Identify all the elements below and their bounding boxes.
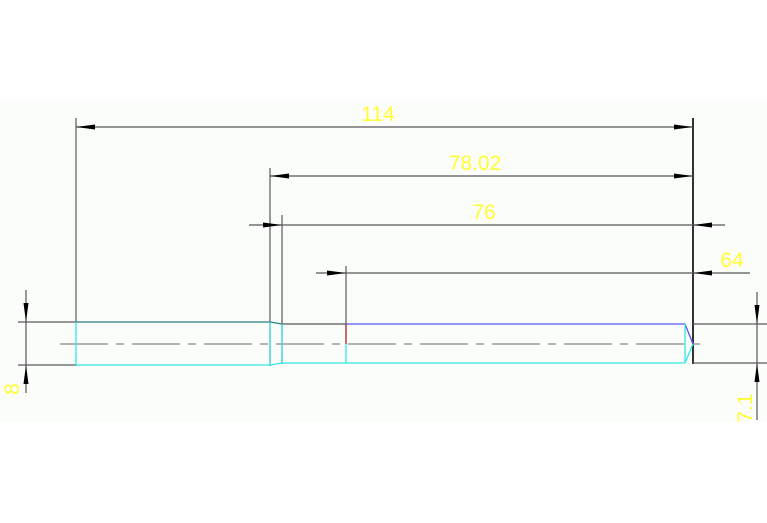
dimension-text: 114: [361, 103, 395, 126]
dimension-76[interactable]: 76: [249, 201, 725, 228]
dimension-text: 8: [1, 383, 24, 395]
bottom-margin: [0, 422, 767, 523]
dimension-114[interactable]: 114: [76, 103, 693, 130]
dimension-8[interactable]: 8: [1, 290, 29, 395]
dimension-text: 64: [720, 249, 744, 272]
shaft-outline[interactable]: [75, 321, 694, 366]
extension-lines: [18, 118, 767, 366]
dimension-text: 78.02: [449, 152, 502, 175]
top-margin: [0, 0, 767, 100]
dimension-text: 7.1: [734, 393, 757, 422]
dimension-64[interactable]: 64: [316, 249, 750, 276]
dimension-78-02[interactable]: 78.02: [270, 152, 693, 179]
dimension-text: 76: [472, 201, 495, 224]
drawing-area: [0, 100, 767, 422]
dimension-7-1[interactable]: 7.1: [734, 292, 760, 423]
